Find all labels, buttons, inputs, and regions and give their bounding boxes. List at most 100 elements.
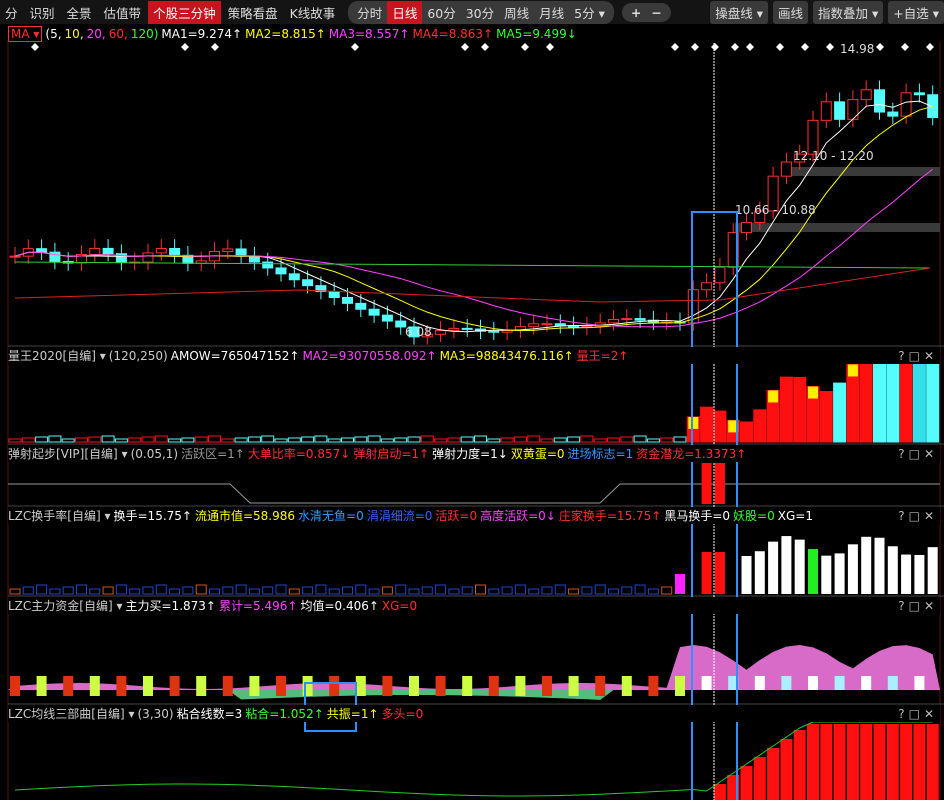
price-label: 10.66 - 10.88: [735, 203, 816, 217]
volume-bar: [474, 435, 487, 443]
panel-icon[interactable]: ?: [898, 446, 905, 461]
indicator-value: (0.05,1): [130, 446, 179, 461]
indicator-header: 弹射起步[VIP][自编] ▾ (0.05,1) 活跃区=1↑ 大单比率=0.857↓…: [8, 445, 940, 462]
signal-diamond: [876, 43, 884, 51]
indicator-value: 双黄蛋=0: [510, 447, 565, 461]
signal-diamond: [826, 43, 834, 51]
panel-icon[interactable]: ?: [898, 508, 905, 523]
indicator-name[interactable]: LZC换手率[自编] ▾: [8, 509, 111, 523]
panel-icon[interactable]: ✕: [923, 598, 934, 613]
period-button[interactable]: 分时: [357, 5, 383, 21]
volume-bar: [660, 437, 674, 443]
volume-bar: [114, 438, 128, 443]
indicator-name[interactable]: MA ▾: [8, 25, 43, 42]
period-button[interactable]: 月线: [539, 5, 565, 21]
candle-body: [741, 221, 752, 234]
fund-bar: [89, 676, 100, 696]
turnover-bar: [342, 586, 353, 595]
tab-button[interactable]: 分: [5, 5, 18, 21]
tool-button[interactable]: 指数叠加 ▾: [813, 0, 884, 24]
indicator-value: 大单比率=0.857↓: [247, 447, 351, 461]
volume-bar: [912, 361, 926, 443]
tab-button[interactable]: 估值带: [103, 5, 142, 21]
period-button[interactable]: 日线: [387, 0, 423, 24]
volume-bar: [646, 438, 660, 443]
turnover-bar: [381, 586, 393, 595]
candle-body: [169, 247, 181, 256]
period-button[interactable]: 周线: [504, 5, 530, 21]
indicator-name[interactable]: 弹射起步[VIP][自编] ▾: [8, 447, 128, 461]
period-button[interactable]: 30分: [465, 5, 495, 21]
panel-icon[interactable]: ?: [898, 598, 905, 613]
volume-bar: [8, 438, 22, 443]
volume-bar: [341, 437, 354, 443]
volume-bar: [673, 436, 687, 443]
indicator-value: 累计=5.496↑: [218, 599, 298, 613]
indicator-value: 多头=0: [381, 707, 424, 721]
turnover-bar: [927, 547, 938, 594]
turnover-bar: [528, 588, 540, 595]
indicator-value: (120,250): [108, 348, 168, 363]
panel-icon[interactable]: ✕: [923, 508, 934, 523]
tab-button[interactable]: 个股三分钟: [148, 0, 221, 24]
period-button[interactable]: 60分: [427, 5, 456, 21]
tool-button[interactable]: 操盘线 ▾: [710, 0, 768, 24]
indicator-value: 水清无鱼=0: [298, 509, 364, 523]
turnover-bar: [514, 584, 526, 595]
turnover-bar: [76, 584, 87, 595]
turnover-bar: [262, 586, 274, 595]
tab-button[interactable]: 全景: [66, 5, 92, 21]
indicator-value: 涓涓细流=0: [366, 509, 433, 523]
tab-button[interactable]: 识别: [29, 5, 55, 21]
signal-diamond: [711, 43, 719, 51]
panel-icon[interactable]: □: [908, 446, 920, 461]
indicator-header: MA ▾ (5, 10, 20, 60, 120) MA1=9.274↑ MA2=8.815↑…: [8, 25, 940, 42]
tab-button[interactable]: 策略看盘: [227, 5, 278, 21]
tool-button[interactable]: +自选 ▾: [888, 0, 944, 24]
signal-diamond: [31, 43, 39, 51]
signal-diamond: [521, 43, 529, 51]
indicator-name[interactable]: 量王2020[自编] ▾: [8, 349, 106, 363]
indicator-value: 资金潜龙=1.3373↑: [636, 447, 747, 461]
candle-body: [355, 302, 367, 310]
indicator-name[interactable]: LZC均线三部曲[自编] ▾: [8, 707, 135, 721]
indicator-value: 活跃=0: [435, 509, 478, 523]
panel-icon[interactable]: ✕: [923, 706, 934, 721]
zoom-button[interactable]: −: [651, 4, 662, 20]
panel-icon[interactable]: □: [908, 598, 920, 613]
turnover-bar: [461, 586, 473, 595]
panel-icon[interactable]: □: [908, 706, 920, 721]
candle-body: [395, 320, 407, 328]
candle-body: [794, 153, 806, 163]
turnover-bar: [435, 584, 447, 595]
indicator-header: LZC换手率[自编] ▾ 换手=15.75↑ 流通市值=58.986 水清无鱼=0 涓涓…: [8, 507, 940, 524]
panel-icon[interactable]: ✕: [923, 446, 934, 461]
fund-bar: [329, 676, 340, 696]
period-group: 分时 日线 60分 30分 周线 月线 5分 ▾: [348, 0, 614, 24]
panel-icon[interactable]: ?: [898, 348, 905, 363]
trend-bar: [807, 724, 819, 800]
indicator-name[interactable]: LZC主力资金[自编] ▾: [8, 599, 123, 613]
indicator-value: MA4=8.863↑: [412, 26, 494, 41]
fund-bar: [462, 676, 473, 696]
volume-bar: [380, 438, 394, 443]
fund-bar: [861, 676, 872, 690]
turnover-bar: [914, 554, 925, 594]
signal-diamond: [671, 43, 679, 51]
panel-icon[interactable]: □: [908, 508, 920, 523]
tool-button[interactable]: 画线: [773, 0, 809, 24]
period-button[interactable]: 5分 ▾: [574, 5, 605, 21]
panel-icon[interactable]: □: [908, 348, 920, 363]
panel-icon[interactable]: ?: [898, 706, 905, 721]
panel-icon[interactable]: ✕: [923, 348, 934, 363]
candle-body: [435, 330, 447, 335]
trend-bar: [886, 724, 899, 800]
fund-bar: [435, 676, 446, 696]
indicator-value: MA5=9.499↓: [496, 26, 577, 41]
candle-body: [248, 255, 260, 263]
price-label: 12.10 - 12.20: [793, 149, 874, 163]
tab-button[interactable]: K线故事: [289, 5, 336, 21]
volume-bar: [101, 435, 115, 443]
zoom-button[interactable]: +: [630, 4, 642, 20]
